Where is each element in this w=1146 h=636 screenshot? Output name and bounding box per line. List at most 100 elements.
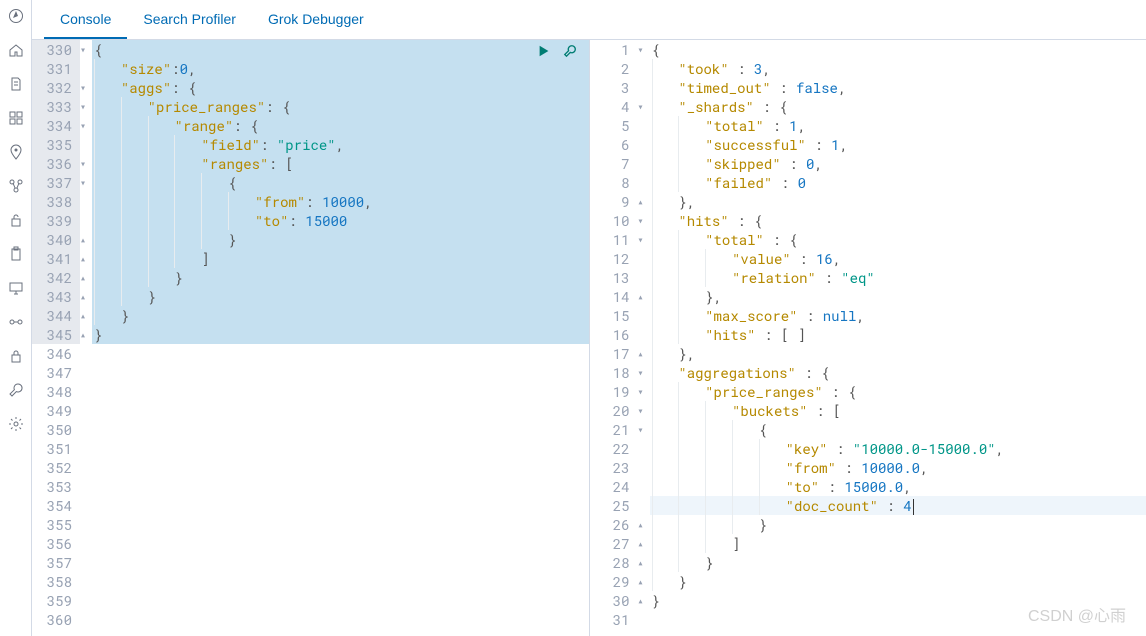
code-line[interactable]: 346 — [32, 344, 589, 363]
code-line: 14▴ }, — [590, 287, 1146, 306]
pipeline-icon[interactable] — [8, 314, 24, 330]
fold-toggle[interactable]: ▴ — [638, 534, 650, 553]
fold-toggle[interactable]: ▾ — [80, 173, 92, 192]
lock-open-icon[interactable] — [8, 212, 24, 228]
code-line[interactable]: 344▴ } — [32, 306, 589, 325]
fold-toggle[interactable]: ▾ — [80, 40, 92, 59]
fold-toggle[interactable]: ▴ — [638, 515, 650, 534]
code-line[interactable]: 359 — [32, 591, 589, 610]
fold-toggle[interactable]: ▴ — [80, 325, 92, 344]
code-line: 22 "key" : "10000.0-15000.0", — [590, 439, 1146, 458]
fold-toggle[interactable]: ▴ — [80, 249, 92, 268]
code-line[interactable]: 339 "to": 15000 — [32, 211, 589, 230]
code-content: "hits" : [ ] — [650, 325, 1146, 344]
code-line[interactable]: 343▴ } — [32, 287, 589, 306]
fold-toggle[interactable]: ▾ — [638, 211, 650, 230]
fold-toggle — [638, 249, 650, 268]
code-content: { — [92, 173, 589, 192]
line-number: 3 — [590, 78, 638, 97]
services-icon[interactable] — [8, 178, 24, 194]
code-line[interactable]: 342▴ } — [32, 268, 589, 287]
location-icon[interactable] — [8, 144, 24, 160]
wrench-icon[interactable] — [8, 382, 24, 398]
gear-icon[interactable] — [8, 416, 24, 432]
code-line[interactable]: 349 — [32, 401, 589, 420]
code-line[interactable]: 357 — [32, 553, 589, 572]
tab-grok-debugger[interactable]: Grok Debugger — [252, 1, 380, 39]
fold-toggle[interactable]: ▴ — [638, 344, 650, 363]
fold-toggle[interactable]: ▴ — [80, 230, 92, 249]
dashboard-icon[interactable] — [8, 110, 24, 126]
code-line: 2 "took" : 3, — [590, 59, 1146, 78]
code-content: { — [92, 40, 589, 59]
code-line[interactable]: 345▴} — [32, 325, 589, 344]
wrench-icon[interactable] — [563, 43, 579, 59]
home-icon[interactable] — [8, 42, 24, 58]
fold-toggle[interactable]: ▾ — [638, 420, 650, 439]
code-line[interactable]: 356 — [32, 534, 589, 553]
fold-toggle — [80, 534, 92, 553]
code-line[interactable]: 334▾ "range": { — [32, 116, 589, 135]
code-line[interactable]: 351 — [32, 439, 589, 458]
compass-icon[interactable] — [8, 8, 24, 24]
code-line[interactable]: 338 "from": 10000, — [32, 192, 589, 211]
code-line[interactable]: 333▾ "price_ranges": { — [32, 97, 589, 116]
document-icon[interactable] — [8, 76, 24, 92]
fold-toggle[interactable]: ▾ — [638, 401, 650, 420]
fold-toggle[interactable]: ▴ — [638, 553, 650, 572]
fold-toggle[interactable]: ▴ — [638, 287, 650, 306]
fold-toggle[interactable]: ▾ — [80, 154, 92, 173]
code-line[interactable]: 347 — [32, 363, 589, 382]
fold-toggle[interactable]: ▴ — [638, 572, 650, 591]
lock-icon[interactable] — [8, 348, 24, 364]
play-icon[interactable] — [537, 43, 553, 59]
fold-toggle[interactable]: ▴ — [80, 287, 92, 306]
code-line: 28▴ } — [590, 553, 1146, 572]
code-line: 27▴ ] — [590, 534, 1146, 553]
request-editor[interactable]: 330▾{331 "size":0,332▾ "aggs": {333▾ "pr… — [32, 40, 589, 636]
code-line[interactable]: 336▾ "ranges": [ — [32, 154, 589, 173]
request-code[interactable]: 330▾{331 "size":0,332▾ "aggs": {333▾ "pr… — [32, 40, 589, 629]
fold-toggle[interactable]: ▾ — [638, 382, 650, 401]
fold-toggle[interactable]: ▴ — [638, 591, 650, 610]
code-line[interactable]: 341▴ ] — [32, 249, 589, 268]
clipboard-icon[interactable] — [8, 246, 24, 262]
code-line[interactable]: 348 — [32, 382, 589, 401]
fold-toggle[interactable]: ▾ — [80, 97, 92, 116]
code-line[interactable]: 331 "size":0, — [32, 59, 589, 78]
fold-toggle — [80, 515, 92, 534]
code-line[interactable]: 358 — [32, 572, 589, 591]
code-line[interactable]: 352 — [32, 458, 589, 477]
line-number: 332 — [32, 78, 80, 97]
code-content: "from": 10000, — [92, 192, 589, 211]
monitor-icon[interactable] — [8, 280, 24, 296]
code-line[interactable]: 360 — [32, 610, 589, 629]
fold-toggle[interactable]: ▴ — [80, 268, 92, 287]
code-line: 20▾ "buckets" : [ — [590, 401, 1146, 420]
fold-toggle[interactable]: ▾ — [638, 40, 650, 59]
fold-toggle[interactable]: ▾ — [80, 78, 92, 97]
code-line[interactable]: 340▴ } — [32, 230, 589, 249]
code-line[interactable]: 335 "field": "price", — [32, 135, 589, 154]
fold-toggle[interactable]: ▾ — [638, 97, 650, 116]
code-line[interactable]: 330▾{ — [32, 40, 589, 59]
fold-toggle[interactable]: ▴ — [80, 306, 92, 325]
fold-toggle[interactable]: ▾ — [80, 116, 92, 135]
code-line[interactable]: 337▾ { — [32, 173, 589, 192]
tab-search-profiler[interactable]: Search Profiler — [127, 1, 252, 39]
code-line[interactable]: 332▾ "aggs": { — [32, 78, 589, 97]
code-line[interactable]: 355 — [32, 515, 589, 534]
line-number: 2 — [590, 59, 638, 78]
tab-console[interactable]: Console — [44, 1, 127, 39]
code-content: } — [92, 268, 589, 287]
line-number: 356 — [32, 534, 80, 553]
tab-label: Grok Debugger — [268, 11, 364, 27]
fold-toggle[interactable]: ▾ — [638, 363, 650, 382]
code-line[interactable]: 354 — [32, 496, 589, 515]
code-line[interactable]: 353 — [32, 477, 589, 496]
fold-toggle[interactable]: ▾ — [638, 230, 650, 249]
code-line: 17▴ }, — [590, 344, 1146, 363]
code-line[interactable]: 350 — [32, 420, 589, 439]
code-line: 21▾ { — [590, 420, 1146, 439]
fold-toggle[interactable]: ▴ — [638, 192, 650, 211]
